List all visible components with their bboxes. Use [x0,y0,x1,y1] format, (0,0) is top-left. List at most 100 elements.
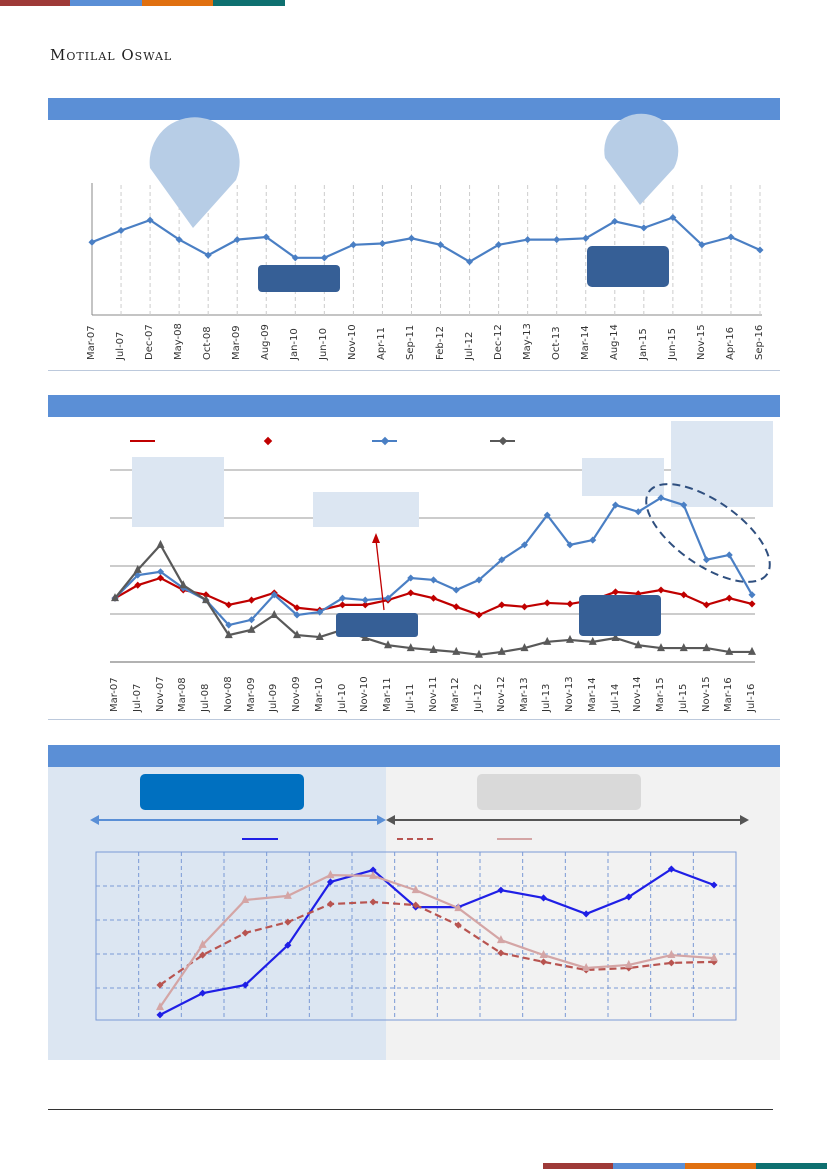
data-point [588,636,597,645]
data-point [582,962,591,971]
data-point [436,241,445,249]
x-tick-label: Nov-15 [695,324,707,360]
data-point [680,501,688,509]
x-tick-label: Dec-07 [144,324,156,360]
data-point [233,236,241,244]
data-point [283,890,292,899]
x-tick-label: Dec-12 [492,324,504,360]
data-point [202,595,210,604]
x-tick-label: Aug-09 [260,324,272,360]
series-line-1 [159,900,715,986]
x-tick-label: Jul-13 [541,683,553,712]
highlight-ellipse [645,483,771,583]
data-point [497,886,505,894]
data-point [748,646,756,655]
data-point [361,601,369,609]
arrow-head [740,815,749,825]
data-point [407,589,415,597]
data-point [611,501,620,509]
data-point [156,574,165,582]
x-tick-label: Apr-11 [376,327,388,360]
data-point [429,576,438,584]
data-point [452,603,460,611]
x-tick-label: Mar-16 [723,677,735,712]
data-point [369,870,378,879]
x-tick-label: Mar-08 [177,677,189,712]
brand-stripe-red [0,0,70,6]
data-point [117,226,125,235]
x-tick-label: Nov-08 [222,676,234,712]
data-point [543,636,552,645]
legend-symbol [263,436,273,446]
data-point [224,630,233,639]
data-point [756,246,764,254]
annotation-box [336,613,418,637]
x-tick-label: Nov-15 [700,676,712,712]
data-point [262,233,270,241]
data-point [667,950,676,959]
x-tick-label: Jul-12 [463,331,475,360]
data-point [247,616,256,624]
data-point [625,893,633,901]
annotation-box [579,595,661,636]
x-tick-label: Nov-10 [347,324,359,360]
arrow-head [377,815,386,825]
x-tick-label: Feb-12 [434,325,446,360]
x-tick-label: Jul-07 [115,331,127,360]
data-point [326,900,334,908]
annotation-box [582,458,664,496]
data-point [657,643,665,652]
brand-stripe-teal [213,0,285,6]
legend-symbol [498,436,508,446]
data-point [202,591,210,599]
data-point [369,866,377,874]
data-point [284,918,292,926]
data-point [566,541,574,549]
data-point [146,216,154,224]
data-point [589,536,597,544]
x-tick-label: Nov-07 [154,676,166,712]
data-point [225,601,233,609]
data-point [524,236,532,244]
data-point [156,568,165,576]
data-point [680,591,688,599]
data-point [316,608,324,616]
data-point [582,910,590,918]
x-tick-label: Mar-13 [518,677,530,712]
x-tick-label: Jul-11 [404,683,416,712]
data-point [134,581,142,589]
data-point [748,591,756,599]
data-point [454,921,462,929]
data-point [247,596,256,604]
data-point [247,624,256,633]
divider [48,719,780,720]
data-point [498,556,506,564]
annotation-box [313,492,419,527]
arrow [375,539,385,611]
x-tick-label: Mar-15 [655,677,666,712]
x-tick-label: Jun-15 [666,328,678,360]
data-point [498,601,506,609]
x-tick-label: Jul-14 [609,683,621,712]
data-point [411,885,420,894]
annotation-box [587,246,669,287]
data-point [412,901,420,909]
data-point [270,591,278,599]
data-point [669,213,677,222]
data-point [679,643,688,652]
data-point [326,870,335,879]
data-point [540,894,548,902]
annotation-box [671,421,773,507]
x-tick-label: Mar-12 [450,677,462,712]
data-point [611,217,619,225]
x-tick-label: May-13 [521,323,533,360]
x-tick-label: Mar-07 [109,677,120,712]
data-point [407,574,415,582]
data-point [198,939,207,948]
data-point [710,953,718,962]
data-point [338,594,347,602]
x-tick-label: Mar-09 [231,325,243,360]
data-point [657,494,665,502]
phase-label-box-2 [477,774,641,810]
